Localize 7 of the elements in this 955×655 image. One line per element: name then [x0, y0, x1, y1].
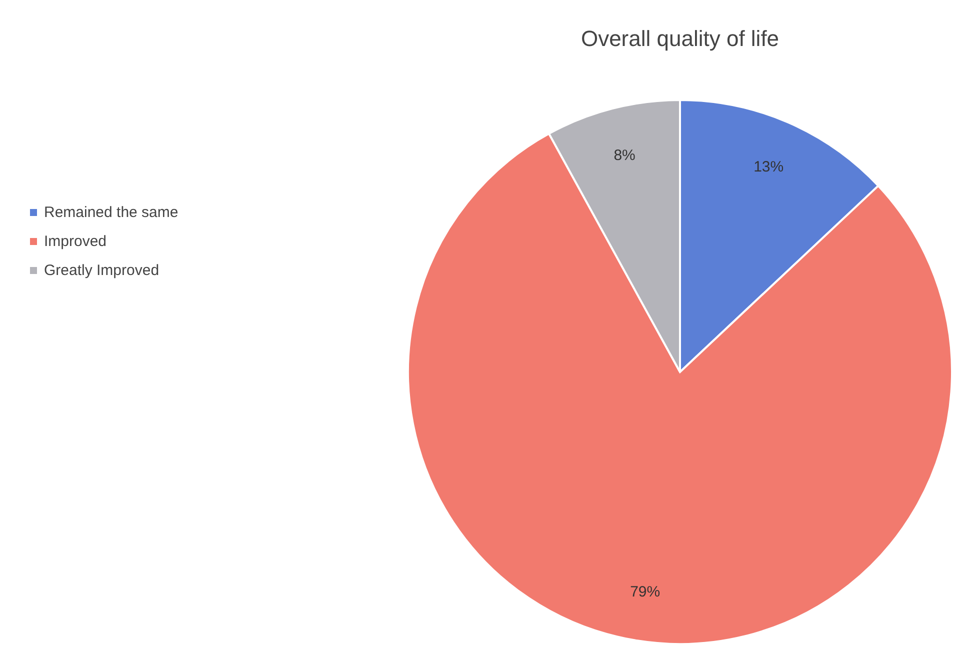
- legend-label: Greatly Improved: [44, 262, 160, 279]
- legend-label: Remained the same: [44, 204, 178, 221]
- data-label: 79%: [630, 583, 660, 600]
- data-label: 8%: [614, 146, 636, 164]
- data-label: 13%: [754, 158, 784, 176]
- chart-title: Overall quality of life: [580, 26, 780, 51]
- legend-label: Improved: [44, 232, 107, 250]
